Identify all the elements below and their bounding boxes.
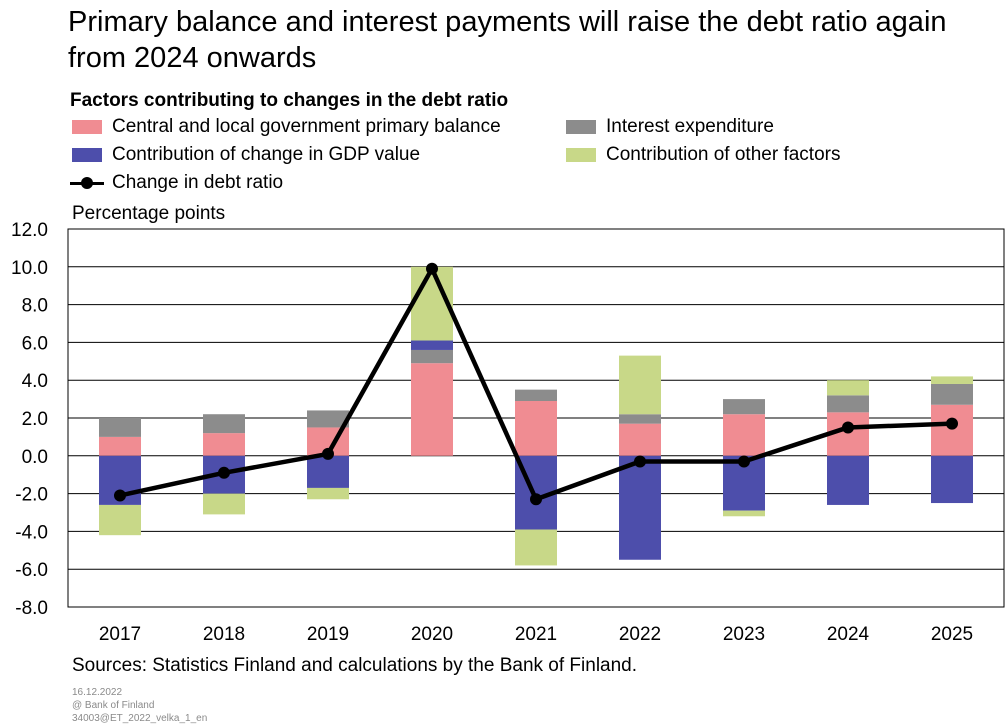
bar-segment xyxy=(723,414,765,456)
bar-segment xyxy=(931,376,973,384)
x-tick-label: 2022 xyxy=(619,624,661,645)
legend-swatch-interest xyxy=(566,120,596,134)
x-tick-label: 2025 xyxy=(931,624,973,645)
y-tick-label: -8.0 xyxy=(15,598,48,619)
bar-segment xyxy=(827,395,869,413)
x-tick-label: 2024 xyxy=(827,624,870,645)
legend-item-debt-ratio: Change in debt ratio xyxy=(70,172,283,194)
y-tick-label: 0.0 xyxy=(22,447,48,468)
y-tick-label: 10.0 xyxy=(11,258,48,279)
bar-segment xyxy=(515,400,557,456)
debt-ratio-point xyxy=(842,421,854,434)
legend-swatch-gdp xyxy=(72,148,102,162)
debt-ratio-point xyxy=(426,262,438,275)
title-line-1: Primary balance and interest payments wi… xyxy=(68,6,947,38)
bar-segment xyxy=(619,455,661,560)
y-tick-label: -2.0 xyxy=(15,485,48,506)
bar-segment xyxy=(723,510,765,517)
x-tick-label: 2018 xyxy=(203,624,245,645)
debt-ratio-point xyxy=(634,455,646,468)
bar-segment xyxy=(99,504,141,536)
x-tick-label: 2017 xyxy=(99,624,141,645)
bar-segment xyxy=(411,349,453,364)
bar-segment xyxy=(203,433,245,456)
title-line-2: from 2024 onwards xyxy=(68,42,317,74)
bar-segment xyxy=(307,410,349,428)
legend-item-interest: Interest expenditure xyxy=(566,116,774,138)
debt-ratio-point xyxy=(322,447,334,460)
bar-segment xyxy=(307,455,349,488)
legend-label-debt-ratio: Change in debt ratio xyxy=(112,172,284,193)
x-tick-label: 2021 xyxy=(515,624,557,645)
chart-subtitle: Factors contributing to changes in the d… xyxy=(70,90,509,111)
bar-segment xyxy=(203,414,245,434)
debt-ratio-point xyxy=(218,466,230,479)
legend-label-other: Contribution of other factors xyxy=(606,144,841,165)
y-axis-unit-label: Percentage points xyxy=(72,203,226,224)
bar-segment xyxy=(619,414,661,424)
page-title: Primary balance and interest payments wi… xyxy=(68,4,1003,76)
bar-segment xyxy=(619,355,661,415)
debt-ratio-point xyxy=(946,417,958,430)
bar-segment xyxy=(723,399,765,415)
y-tick-label: -4.0 xyxy=(15,522,48,543)
footer-date: 16.12.2022 xyxy=(72,687,123,698)
legend-item-gdp: Contribution of change in GDP value xyxy=(72,144,420,166)
bar-segment xyxy=(827,455,869,505)
debt-ratio-point xyxy=(114,489,126,502)
plot-frame xyxy=(67,228,1005,608)
legend-swatch-primary-balance xyxy=(72,120,102,134)
bar-segment xyxy=(827,380,869,396)
bar-segment xyxy=(619,423,661,456)
bar-segment xyxy=(411,340,453,350)
x-tick-label: 2023 xyxy=(723,624,765,645)
y-tick-label: 8.0 xyxy=(22,296,48,317)
y-tick-label: 12.0 xyxy=(11,220,48,241)
legend-label-primary-balance: Central and local government primary bal… xyxy=(112,116,501,137)
bar-segment xyxy=(931,404,973,456)
bar-segment xyxy=(203,493,245,515)
x-tick-label: 2020 xyxy=(411,624,453,645)
footer-code: 34003@ET_2022_velka_1_en xyxy=(72,713,208,724)
source-note: Sources: Statistics Finland and calculat… xyxy=(72,655,638,676)
legend-label-gdp: Contribution of change in GDP value xyxy=(112,144,421,165)
debt-ratio-point xyxy=(530,493,542,506)
y-tick-label: 6.0 xyxy=(22,333,48,354)
bar-segment xyxy=(515,389,557,401)
legend-item-primary-balance: Central and local government primary bal… xyxy=(72,116,501,138)
bar-segment xyxy=(931,455,973,504)
footer-org: @ Bank of Finland xyxy=(72,700,155,711)
y-tick-label: 2.0 xyxy=(22,409,48,430)
bar-segment xyxy=(307,487,349,500)
debt-ratio-point xyxy=(738,455,750,468)
x-tick-label: 2019 xyxy=(307,624,349,645)
legend-line-marker-icon xyxy=(70,176,104,190)
bar-segment xyxy=(411,363,453,456)
legend-item-other: Contribution of other factors xyxy=(566,144,840,166)
bar-segment xyxy=(99,436,141,456)
legend-swatch-other xyxy=(566,148,596,162)
bar-segment xyxy=(515,529,557,566)
y-tick-label: 4.0 xyxy=(22,371,48,392)
legend-label-interest: Interest expenditure xyxy=(606,116,774,137)
bar-segment xyxy=(931,383,973,405)
bar-segment xyxy=(99,418,141,437)
y-tick-label: -6.0 xyxy=(15,560,48,581)
